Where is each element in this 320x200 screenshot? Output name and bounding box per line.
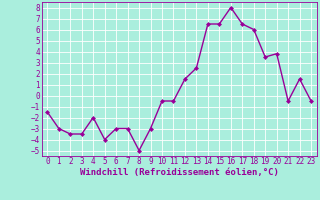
X-axis label: Windchill (Refroidissement éolien,°C): Windchill (Refroidissement éolien,°C): [80, 168, 279, 177]
